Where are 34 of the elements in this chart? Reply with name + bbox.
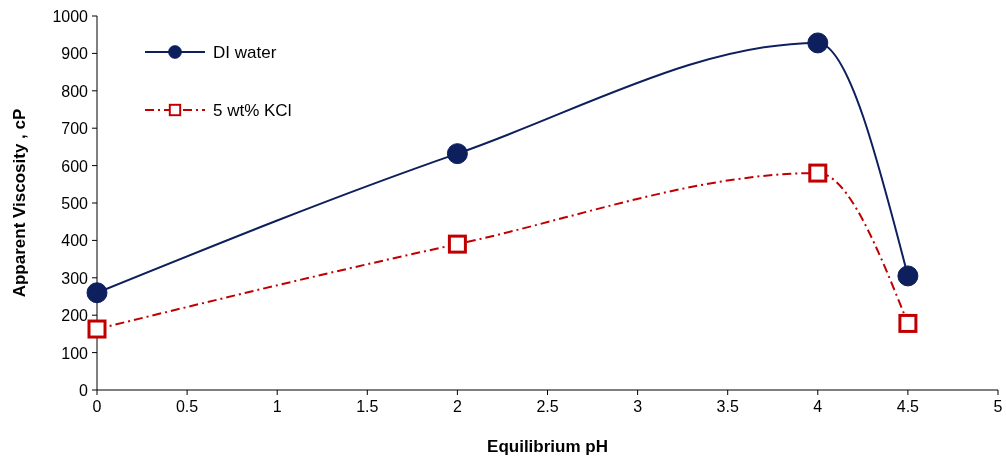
point — [86, 282, 108, 304]
point — [807, 32, 829, 54]
x-tick-label: 1.5 — [356, 398, 379, 415]
point — [808, 163, 828, 183]
x-axis-title: Equilibrium pH — [487, 437, 608, 456]
y-tick-label: 400 — [61, 232, 89, 250]
y-tick-label: 500 — [61, 195, 89, 212]
x-tick-label: 3.5 — [716, 398, 739, 415]
y-tick-label: 0 — [79, 382, 89, 399]
x-tick-label: 2 — [452, 398, 462, 415]
point — [898, 313, 918, 333]
x-tick-label: 0 — [92, 398, 102, 415]
y-tick-label: 800 — [61, 82, 89, 100]
y-tick-label: 300 — [61, 269, 89, 287]
x-tick-label: 0.5 — [175, 398, 199, 415]
point — [447, 234, 467, 254]
y-tick-label: 1000 — [52, 8, 89, 25]
legend-label: 5 wt% KCl — [213, 101, 292, 120]
point — [897, 265, 919, 287]
x-tick-label: 4.5 — [896, 398, 920, 415]
y-tick-label: 900 — [61, 45, 89, 63]
y-tick-label: 200 — [61, 307, 89, 325]
x-tick-label: 1 — [272, 398, 282, 415]
legend-label: DI water — [213, 43, 277, 62]
y-tick-label: 100 — [61, 344, 89, 362]
y-tick-label: 600 — [61, 157, 89, 175]
point — [446, 143, 468, 165]
y-axis-title: Apparent Viscosity , cP — [10, 108, 29, 298]
x-tick-label: 3 — [633, 398, 643, 415]
point — [87, 319, 107, 339]
x-tick-label: 2.5 — [536, 398, 559, 415]
x-tick-label: 5 — [993, 398, 1003, 415]
y-tick-label: 700 — [61, 120, 89, 138]
x-tick-label: 4 — [813, 398, 823, 415]
